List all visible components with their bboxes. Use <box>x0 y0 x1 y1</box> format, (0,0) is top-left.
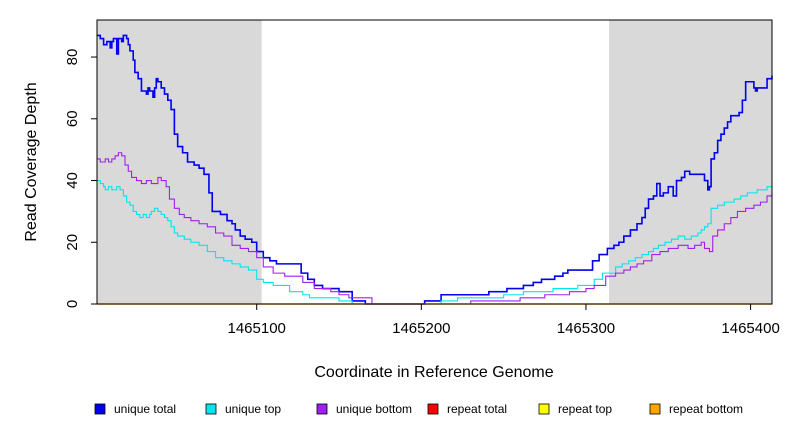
legend-swatch-repeat-bottom <box>649 403 661 415</box>
legend-label-unique-top: unique top <box>225 402 281 416</box>
x-tick-label: 1465200 <box>392 320 450 337</box>
legend-swatch-repeat-top <box>538 403 550 415</box>
legend: unique total unique top unique bottom repea… <box>94 402 743 416</box>
legend-swatch-unique-top <box>205 403 217 415</box>
shaded-regions <box>97 20 772 304</box>
y-tick-label: 60 <box>64 110 81 127</box>
shaded-region-0 <box>97 20 262 304</box>
legend-label-repeat-bottom: repeat bottom <box>669 402 743 416</box>
y-tick-label: 40 <box>64 172 81 189</box>
legend-swatch-unique-total <box>94 403 106 415</box>
x-axis: 1465100 1465200 1465300 1465400 <box>227 304 780 337</box>
y-tick-label: 20 <box>64 234 81 251</box>
legend-label-unique-total: unique total <box>114 402 176 416</box>
x-tick-label: 1465100 <box>227 320 285 337</box>
legend-swatch-repeat-total <box>427 403 439 415</box>
series-line-unique-top <box>97 179 772 305</box>
shaded-region-1 <box>609 20 772 304</box>
x-axis-title: Coordinate in Reference Genome <box>314 364 553 381</box>
y-axis: 0 20 40 60 80 <box>64 49 97 308</box>
y-tick-label: 0 <box>64 300 81 308</box>
series-line-unique-bottom <box>97 152 773 305</box>
legend-label-unique-bottom: unique bottom <box>336 402 412 416</box>
legend-swatch-unique-bottom <box>316 403 328 415</box>
x-tick-label: 1465400 <box>721 320 779 337</box>
plot-frame <box>96 19 773 305</box>
y-tick-label: 80 <box>64 49 81 66</box>
legend-label-repeat-total: repeat total <box>447 402 507 416</box>
x-tick-label: 1465300 <box>557 320 615 337</box>
y-axis-title: Read Coverage Depth <box>23 82 40 241</box>
legend-label-repeat-top: repeat top <box>558 402 612 416</box>
